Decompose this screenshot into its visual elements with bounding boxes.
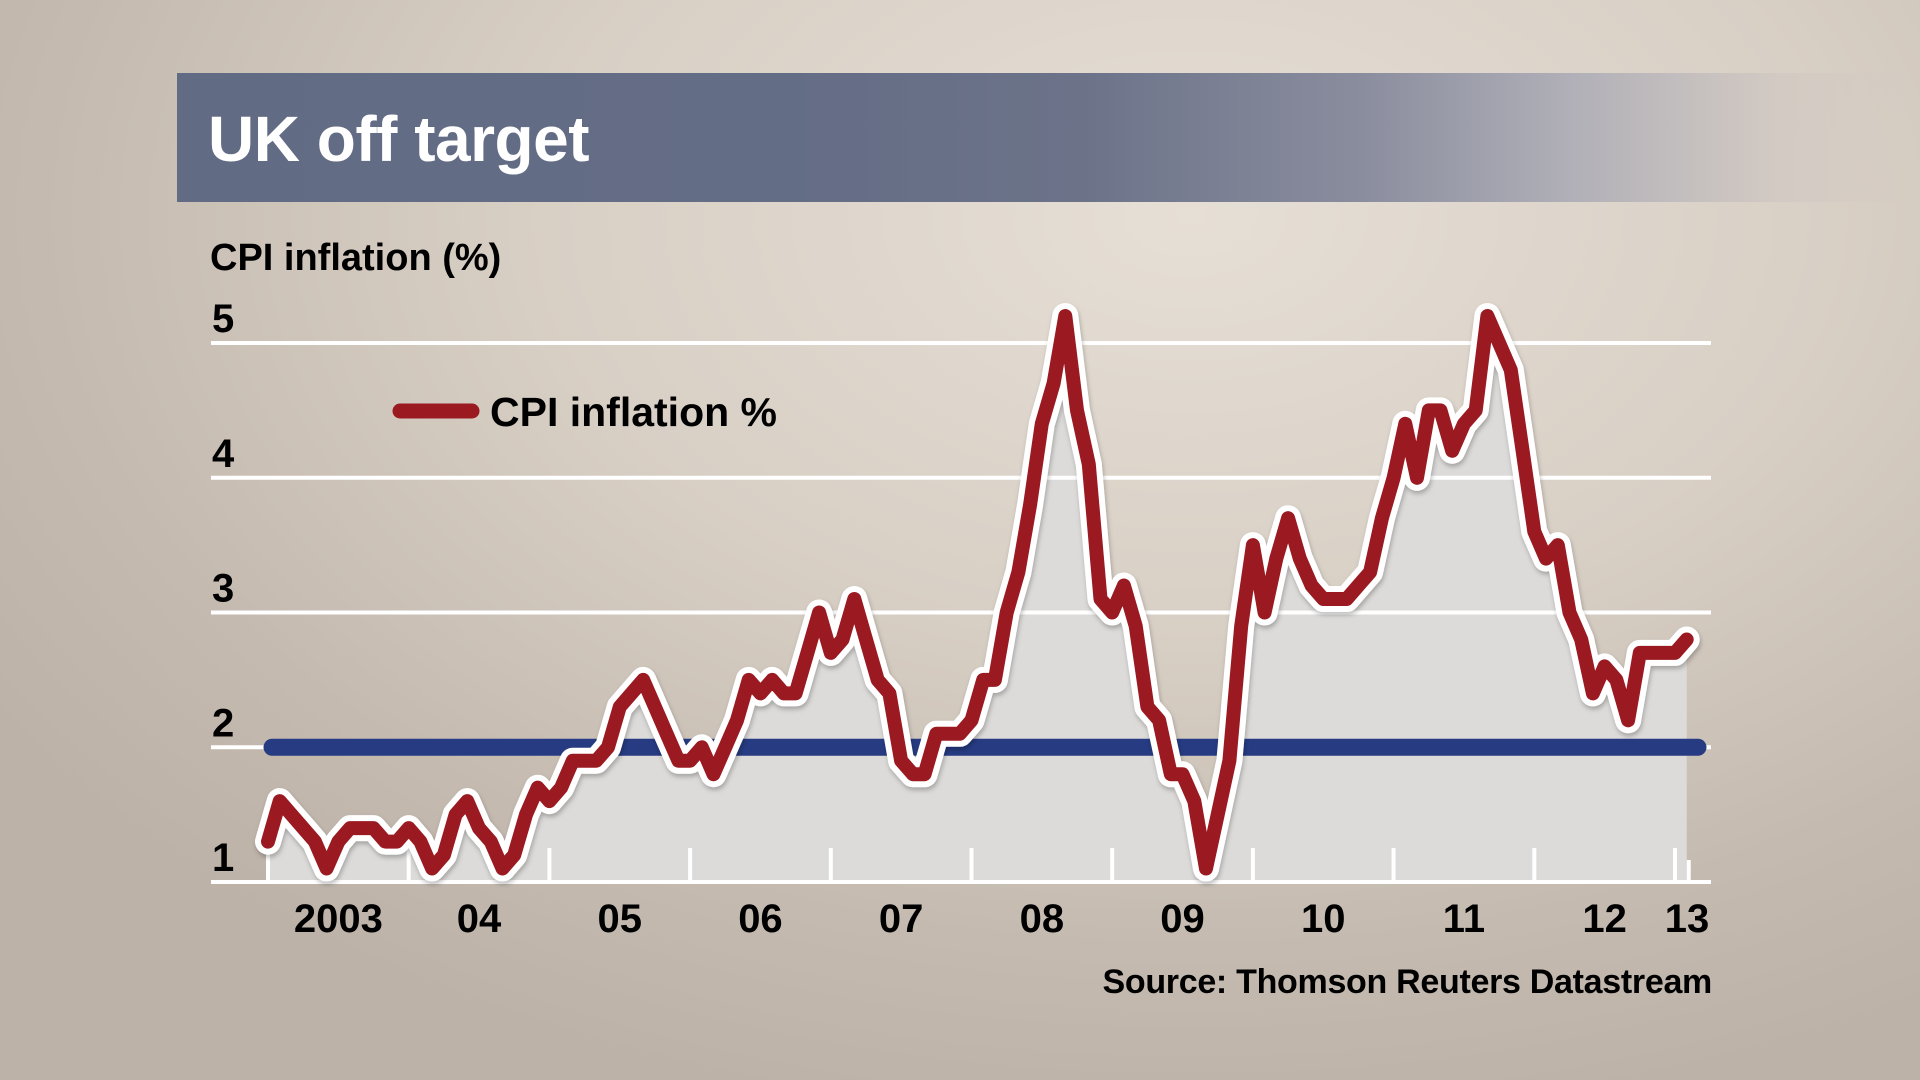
title-banner [177, 73, 1920, 202]
source-note: Source: Thomson Reuters Datastream [1102, 963, 1712, 1001]
cpi-line [261, 309, 1694, 876]
y-tick-label: 3 [212, 567, 234, 611]
x-tick-label: 04 [457, 897, 502, 941]
y-axis-label: CPI inflation (%) [210, 237, 502, 279]
legend-label: CPI inflation % [490, 389, 777, 435]
y-tick-label: 4 [212, 432, 235, 476]
y-tick-label: 2 [212, 701, 234, 745]
x-tick-label: 11 [1443, 897, 1485, 941]
x-tick-label: 10 [1301, 897, 1346, 941]
x-tick-label: 2003 [294, 897, 383, 941]
x-axis-tick-labels: 2003 04 05 06 07 08 09 10 11 12 13 [294, 897, 1709, 941]
x-axis-ticks [266, 848, 1691, 882]
x-tick-label: 08 [1020, 897, 1065, 941]
y-tick-label: 5 [212, 297, 234, 341]
cpi-line-layer [255, 303, 1700, 882]
chart-title: UK off target [208, 103, 590, 175]
x-tick-label: 13 [1665, 897, 1710, 941]
x-tick-label: 05 [598, 897, 643, 941]
y-tick-label: 1 [212, 836, 234, 880]
y-axis-tick-labels: 1 2 3 4 5 [212, 297, 235, 880]
x-tick-label: 12 [1582, 897, 1627, 941]
x-tick-label: 09 [1160, 897, 1205, 941]
x-tick-label: 06 [738, 897, 783, 941]
legend: CPI inflation % [387, 389, 777, 435]
x-tick-label: 07 [879, 897, 924, 941]
